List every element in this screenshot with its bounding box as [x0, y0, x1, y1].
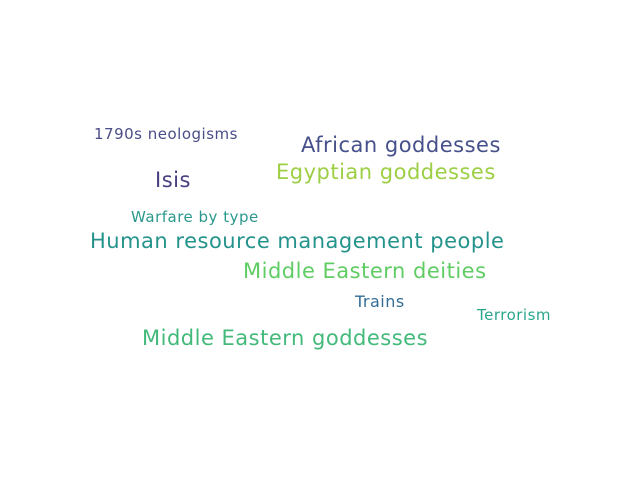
- word-terrorism: Terrorism: [477, 306, 552, 324]
- word-1790s-neologisms: 1790s neologisms: [94, 125, 238, 143]
- word-egyptian-goddesses: Egyptian goddesses: [276, 160, 496, 184]
- word-warfare-by-type: Warfare by type: [131, 208, 259, 226]
- word-middle-eastern-goddesses: Middle Eastern goddesses: [142, 326, 429, 350]
- word-african-goddesses: African goddesses: [301, 133, 501, 157]
- word-isis: Isis: [155, 168, 191, 192]
- word-middle-eastern-deities: Middle Eastern deities: [243, 259, 487, 283]
- word-trains: Trains: [355, 292, 405, 311]
- word-human-resource-management-people: Human resource management people: [90, 229, 505, 253]
